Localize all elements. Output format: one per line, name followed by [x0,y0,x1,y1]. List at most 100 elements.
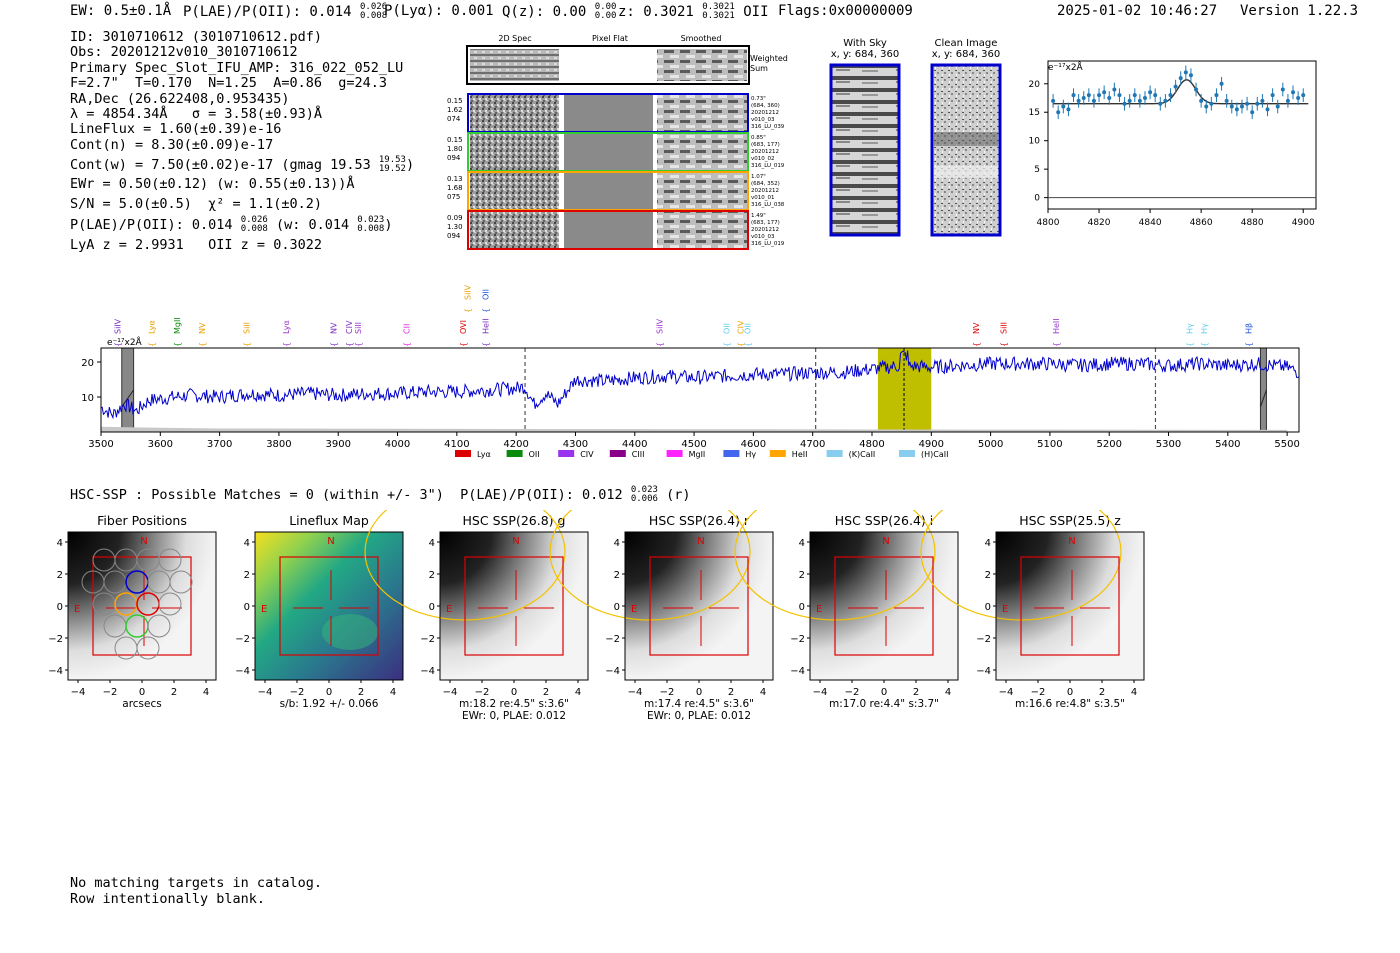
panel-caption-4: m:17.0 re:4.4" s:3.7" [829,698,939,710]
spec-xtick-label-5200: 5200 [1096,439,1121,450]
zoom-point-22 [1163,98,1168,103]
line-label-brace-0: { [114,342,123,347]
stamp-right-3-4: 316_LU_019 [751,241,785,247]
panel-ytick-label-4-3: −2 [790,634,805,645]
line-label-brace-11: { [459,342,468,347]
line-fit-zoom-chart: e⁻¹⁷x2Å 0 5 10 15 20 4800 4820 4840 4860 4880 4900 [1029,60,1317,228]
line-label-2: MgII [173,317,182,334]
clean-image-title: Clean Image x, y: 684, 360 [931,38,1001,60]
line-label-19: SiII [1000,322,1009,334]
legend-label-8: (H)CaII [921,450,948,459]
stamp-left-3-0: 0.09 [447,214,463,222]
zoom-xtick-label-4840: 4840 [1139,218,1162,228]
header-plya: P(Lyα): 0.001 [384,3,494,19]
fiber-circle-17 [136,636,160,660]
spectra-stamps: 2D Spec Pixel Flat Smoothed Weighted Sum… [447,34,788,250]
zoom-point-3 [1066,107,1071,112]
panel-xtick-label-1-3: 2 [358,687,364,698]
stamp-smoothed-3 [657,212,747,248]
zoom-point-46 [1285,98,1290,103]
panel-xtick-label-3-2: 0 [696,687,702,698]
panel-caption-5: m:16.6 re:4.8" s:3.5" [1015,698,1125,710]
line-label-22: Hγ [1200,323,1209,334]
legend-label-3: CIII [632,450,645,459]
line-label-21: Hγ [1185,323,1194,334]
catalog-footer: No matching targets in catalog. Row inte… [70,875,322,907]
panel-ytick-label-0-4: −4 [48,666,63,677]
spectrum-axes-frame [100,347,1300,433]
panel-ytick-label-1-3: −2 [235,634,250,645]
panel-xtick-label-0-2: 0 [139,687,145,698]
stamp-right-1-0: 0.85" [751,135,766,141]
stamp-pixelflat-0 [564,95,653,131]
legend-label-1: OII [529,450,540,459]
stamp-frame-3 [467,210,749,250]
line-label-8: SiII [354,322,363,334]
stamp-left-2-1: 1.68 [447,184,463,192]
panel-xtick-label-0-3: 2 [171,687,177,698]
spec-xtick-label-4300: 4300 [563,439,588,450]
panel-galaxy-4 [810,532,958,680]
zoom-point-5 [1076,98,1081,103]
stamp-left-2-2: 075 [447,193,460,201]
line-label-brace-5: { [282,342,291,347]
header-qz: Q(z): 0.00 0.00 0.00 [502,2,617,21]
spec-xtick-label-3700: 3700 [207,439,232,450]
line-label-23: Hβ [1245,323,1254,334]
info-contw: Cont(w) = 7.50(±0.02)e-17 (gmag 19.53 19… [70,155,415,175]
target-box-4 [834,556,934,656]
line-label-brace-23: { [1245,342,1254,347]
stamp-smoothed-1 [657,134,747,170]
info-params: F=2.7" T=0.170 N=1.25 A=0.86 g=24.3 [70,75,387,92]
fiber-circle-12 [158,592,182,616]
zoom-point-31 [1209,101,1214,106]
error-series [101,426,1288,432]
zoom-point-32 [1214,93,1219,98]
spec-xtick-label-4600: 4600 [741,439,766,450]
zoom-point-17 [1137,98,1142,103]
zoom-point-24 [1173,84,1178,89]
panel-xtick-label-4-0: −4 [813,687,828,698]
zoom-ytick-label-15: 15 [1029,108,1040,118]
line-label-4: SiII [242,322,251,334]
line-label-0: SiIV [114,318,123,334]
zoom-xtick-label-4820: 4820 [1088,218,1111,228]
stamp-smoothed-0 [657,95,747,131]
zoom-point-8 [1091,98,1096,103]
panel-title-0: Fiber Positions [97,513,187,528]
zoom-unit-label: e⁻¹⁷x2Å [1048,61,1084,73]
stamp-2dspec-0 [470,95,559,131]
panel-ytick-label-3-0: 4 [614,538,620,549]
header-version: Version 1.22.3 [1240,3,1359,19]
legend-label-5: Hγ [745,450,756,459]
line-label-brace-20: { [1052,342,1061,347]
line-label-brace-18: { [972,342,981,347]
zoom-point-27 [1188,73,1193,78]
compass-e-0: E [74,604,80,615]
zoom-ytick-label-5: 5 [1034,165,1040,175]
panel-xtick-label-0-4: 4 [203,687,209,698]
weighted-label-1: Weighted [750,54,788,63]
line-label-brace-6: { [329,342,338,347]
zoom-axes-frame [1047,60,1317,210]
zoom-point-34 [1224,98,1229,103]
panel-ytick-label-5-3: −2 [976,634,991,645]
stamp-left-3-2: 094 [447,232,461,240]
line-label-13: OII [481,289,490,300]
full-spectrum-chart: e⁻¹⁷x2Å 10 20 3500 3600 3700 3800 3900 4000 4100… [81,284,1300,459]
line-label-brace-7: { [345,342,354,347]
panel-caption-1: s/b: 1.92 +/- 0.066 [280,698,379,710]
zoom-point-2 [1061,104,1066,109]
panel-ytick-label-0-2: 0 [57,602,63,613]
info-obs: Obs: 20201212v010_3010710612 [70,44,298,61]
panel-xtick-label-4-3: 2 [913,687,919,698]
clean-image-band [934,132,998,146]
stamp-2dspec-2 [470,173,559,209]
line-label-brace-2: { [173,342,182,347]
panel-ytick-label-1-0: 4 [244,538,250,549]
spec-xtick-label-3600: 3600 [148,439,173,450]
line-label-5: Lyα [282,320,291,334]
clean-image-gap [934,166,998,178]
panel-xtick-label-2-3: 2 [543,687,549,698]
with-sky-title: With Sky x, y: 684, 360 [830,38,900,60]
